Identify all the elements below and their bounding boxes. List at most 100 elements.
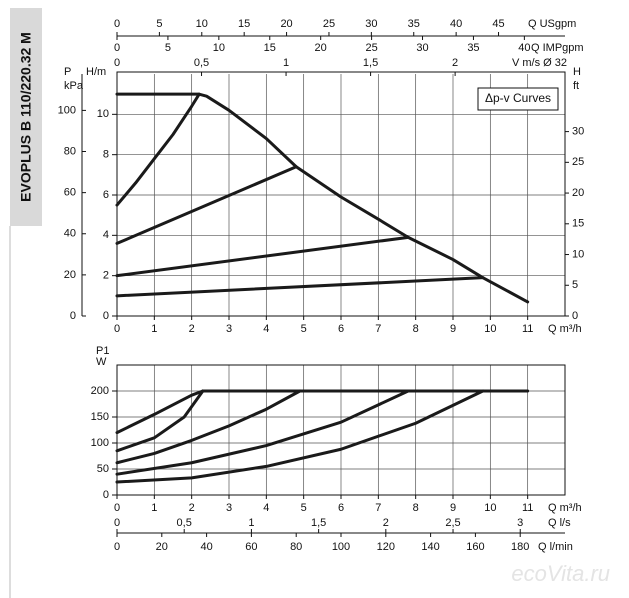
curve <box>115 389 410 476</box>
y-tick-label: 0 <box>103 310 109 322</box>
y-axis-label: W <box>96 356 107 368</box>
axis-tick-label: 30 <box>572 126 584 138</box>
y-tick-label: 150 <box>91 411 109 423</box>
x-tick-label: 6 <box>338 502 344 514</box>
x-tick-label: 8 <box>413 323 419 335</box>
x-tick-label: 9 <box>450 502 456 514</box>
axis-tick-label: 100 <box>58 104 76 116</box>
axis-label: kPa <box>64 80 84 92</box>
x-tick-label: 8 <box>413 502 419 514</box>
x-tick-label: 10 <box>484 502 496 514</box>
legend-label: Δp-v Curves <box>485 91 551 105</box>
axis-tick-label: 0 <box>114 42 120 54</box>
y-tick-label: 6 <box>103 189 109 201</box>
axis-tick-label: 20 <box>156 541 168 553</box>
axis-label: H <box>573 66 581 78</box>
curve <box>115 389 302 465</box>
axis-tick-label: 40 <box>518 42 530 54</box>
x-tick-label: 3 <box>226 323 232 335</box>
x-tick-label: 3 <box>226 502 232 514</box>
x-tick-label: 2 <box>189 323 195 335</box>
axis-tick-label: 1,5 <box>311 517 326 529</box>
axis-tick-label: 5 <box>572 279 578 291</box>
legend-box <box>477 87 559 111</box>
curve <box>115 92 530 304</box>
y-tick-label: 0 <box>103 489 109 501</box>
x-tick-label: 2 <box>189 502 195 514</box>
axis-tick-label: 25 <box>323 18 335 30</box>
axis-tick-label: 160 <box>466 541 484 553</box>
y-tick-label: 200 <box>91 385 109 397</box>
axis-label: Q USgpm <box>528 18 576 30</box>
axis-tick-label: 60 <box>64 187 76 199</box>
axis-tick-label: 2,5 <box>445 517 460 529</box>
axis-tick-label: 35 <box>408 18 420 30</box>
axis-tick-label: 15 <box>238 18 250 30</box>
axis-tick-label: 0 <box>114 541 120 553</box>
axis-tick-label: 20 <box>64 269 76 281</box>
axis-label: P <box>64 66 71 78</box>
x-tick-label: 11 <box>522 323 533 335</box>
axis-tick-label: 40 <box>64 228 76 240</box>
axis-tick-label: 1 <box>248 517 254 529</box>
curve <box>115 165 298 245</box>
y-tick-label: 50 <box>97 463 109 475</box>
axis-tick-label: 3 <box>517 517 523 529</box>
curve <box>115 389 485 484</box>
y-tick-label: 100 <box>91 437 109 449</box>
x-tick-label: 7 <box>375 502 381 514</box>
axis-tick-label: 15 <box>572 218 584 230</box>
side-label: EVOPLUS B 110/220.32 M <box>18 32 34 202</box>
axis-tick-label: 2 <box>383 517 389 529</box>
y-tick-label: 8 <box>103 149 109 161</box>
axis-tick-label: 25 <box>572 156 584 168</box>
curve <box>115 92 201 207</box>
axis-tick-label: 10 <box>196 18 208 30</box>
x-axis-label: Q m³/h <box>548 323 582 335</box>
axis-label: Q l/s <box>548 517 571 529</box>
axis-tick-label: 10 <box>572 248 584 260</box>
axis-tick-label: 40 <box>450 18 462 30</box>
x-tick-label: 1 <box>151 502 157 514</box>
axis-tick-label: 1,5 <box>363 57 378 69</box>
x-tick-label: 5 <box>301 502 307 514</box>
axis-tick-label: 10 <box>213 42 225 54</box>
axis-tick-label: 80 <box>64 145 76 157</box>
axis-tick-label: 25 <box>365 42 377 54</box>
y-tick-label: 4 <box>103 229 109 241</box>
axis-tick-label: 40 <box>200 541 212 553</box>
axis-tick-label: 0 <box>572 310 578 322</box>
curve <box>115 235 410 278</box>
axis-label: V m/s Ø 32 <box>512 57 567 69</box>
x-tick-label: 0 <box>114 502 120 514</box>
x-tick-label: 5 <box>301 323 307 335</box>
x-tick-label: 9 <box>450 323 456 335</box>
axis-tick-label: 20 <box>280 18 292 30</box>
x-tick-label: 1 <box>151 323 157 335</box>
y-axis-label: P1 <box>96 345 109 357</box>
axis-tick-label: 30 <box>416 42 428 54</box>
axis-tick-label: 20 <box>572 187 584 199</box>
axis-tick-label: 0,5 <box>177 517 192 529</box>
axis-tick-label: 45 <box>492 18 504 30</box>
axis-tick-label: 120 <box>377 541 395 553</box>
axis-tick-label: 5 <box>156 18 162 30</box>
side-panel <box>10 8 42 226</box>
x-tick-label: 11 <box>522 502 533 514</box>
x-tick-label: 10 <box>484 323 496 335</box>
axis-tick-label: 5 <box>165 42 171 54</box>
x-tick-label: 6 <box>338 323 344 335</box>
x-tick-label: 4 <box>263 502 269 514</box>
axis-tick-label: 35 <box>467 42 479 54</box>
axis-tick-label: 0,5 <box>194 57 209 69</box>
axis-tick-label: 60 <box>245 541 257 553</box>
axis-tick-label: 80 <box>290 541 302 553</box>
axis-tick-label: 30 <box>365 18 377 30</box>
y-axis-label: H/m <box>86 66 106 78</box>
watermark: ecoVita.ru <box>511 561 610 586</box>
y-tick-label: 2 <box>103 270 109 282</box>
axis-tick-label: 0 <box>114 18 120 30</box>
axis-tick-label: 15 <box>264 42 276 54</box>
